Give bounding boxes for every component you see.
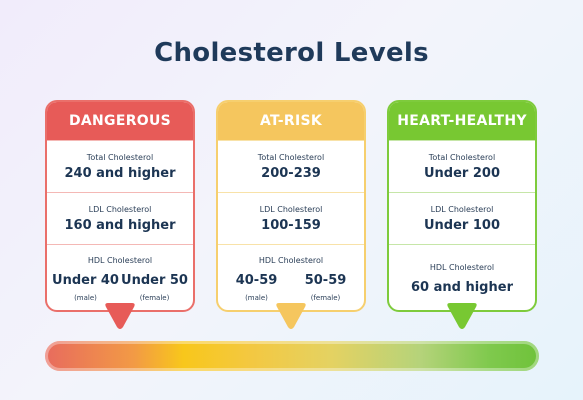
total-cholesterol-label: Total Cholesterol	[257, 152, 325, 162]
heart-healthy-card: HEART-HEALTHY Total Cholesterol Under 20…	[387, 100, 537, 312]
at-risk-card: AT-RISK Total Cholesterol 200-239 LDL Ch…	[216, 100, 366, 312]
total-cholesterol-value: 200-239	[261, 165, 321, 181]
dangerous-pointer-icon	[105, 303, 135, 329]
dangerous-hdl-row: HDL Cholesterol Under 40 (male) Under 50…	[47, 244, 193, 310]
ldl-cholesterol-value: Under 100	[423, 217, 500, 233]
hdl-female-label: (female)	[139, 293, 170, 302]
ldl-cholesterol-value: 100-159	[261, 217, 321, 233]
hdl-female-value: Under 50	[121, 272, 188, 288]
hdl-cholesterol-label: HDL Cholesterol	[258, 255, 324, 265]
dangerous-ldl-row: LDL Cholesterol 160 and higher	[47, 192, 193, 244]
risk-gradient-bar	[45, 341, 539, 371]
at-risk-header: AT-RISK	[218, 102, 364, 140]
total-cholesterol-value: Under 200	[423, 165, 500, 181]
ldl-cholesterol-label: LDL Cholesterol	[430, 204, 494, 214]
at-risk-pointer-icon	[276, 303, 306, 329]
hdl-female-value: 50-59	[304, 272, 347, 288]
hdl-male-value: Under 40	[52, 272, 119, 288]
page-title: Cholesterol Levels	[154, 38, 429, 68]
at-risk-total-row: Total Cholesterol 200-239	[218, 140, 364, 192]
hdl-female-label: (female)	[310, 293, 341, 302]
ldl-cholesterol-value: 160 and higher	[64, 217, 176, 233]
ldl-cholesterol-label: LDL Cholesterol	[88, 204, 152, 214]
hdl-male-label: (male)	[245, 293, 268, 302]
hdl-cholesterol-label: HDL Cholesterol	[429, 262, 495, 272]
total-cholesterol-value: 240 and higher	[64, 165, 176, 181]
heart-healthy-total-row: Total Cholesterol Under 200	[389, 140, 535, 192]
dangerous-header: DANGEROUS	[47, 102, 193, 140]
heart-healthy-header: HEART-HEALTHY	[389, 102, 535, 140]
dangerous-total-row: Total Cholesterol 240 and higher	[47, 140, 193, 192]
heart-healthy-pointer-icon	[447, 303, 477, 329]
at-risk-ldl-row: LDL Cholesterol 100-159	[218, 192, 364, 244]
hdl-cholesterol-value: 60 and higher	[411, 279, 513, 295]
total-cholesterol-label: Total Cholesterol	[428, 152, 496, 162]
hdl-cholesterol-label: HDL Cholesterol	[87, 255, 153, 265]
total-cholesterol-label: Total Cholesterol	[86, 152, 154, 162]
ldl-cholesterol-label: LDL Cholesterol	[259, 204, 323, 214]
heart-healthy-ldl-row: LDL Cholesterol Under 100	[389, 192, 535, 244]
hdl-male-value: 40-59	[235, 272, 278, 288]
heart-healthy-hdl-row: HDL Cholesterol 60 and higher	[389, 244, 535, 310]
hdl-male-label: (male)	[74, 293, 97, 302]
dangerous-card: DANGEROUS Total Cholesterol 240 and high…	[45, 100, 195, 312]
at-risk-hdl-row: HDL Cholesterol 40-59 (male) 50-59 (fema…	[218, 244, 364, 310]
